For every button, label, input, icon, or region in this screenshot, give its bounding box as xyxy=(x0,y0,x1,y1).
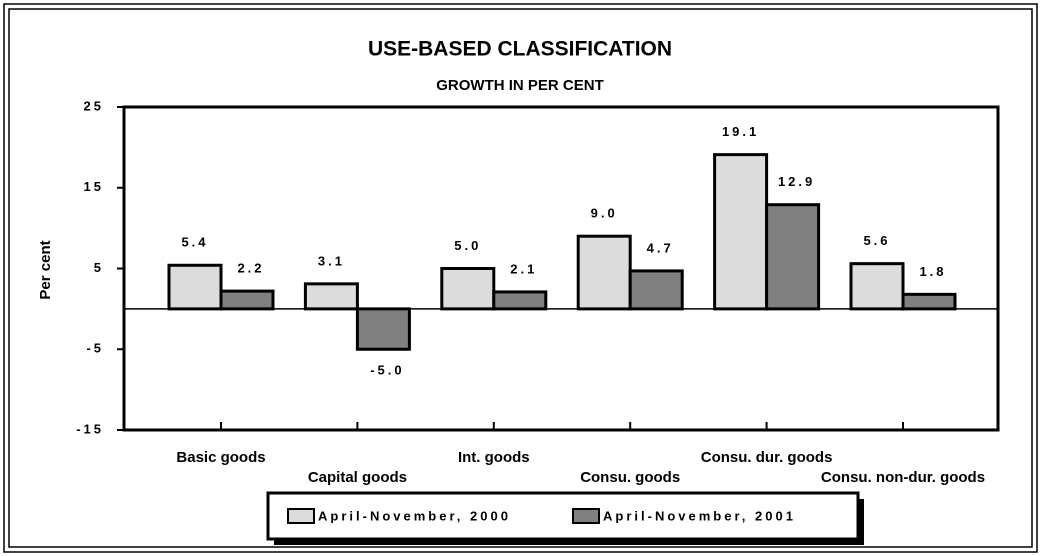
x-tick-label: Consu. goods xyxy=(580,469,680,486)
bar xyxy=(355,307,411,351)
y-tick-label: -15 xyxy=(76,421,104,436)
legend xyxy=(266,491,860,541)
outer-frame xyxy=(3,3,1038,553)
x-tick-label: Int. goods xyxy=(458,449,530,466)
x-tick-label: Capital goods xyxy=(308,469,407,486)
value-label: 9.0 xyxy=(591,206,618,221)
value-label: 4.7 xyxy=(647,240,674,255)
bar xyxy=(628,269,684,311)
bar xyxy=(713,153,769,311)
y-axis-label: Per cent xyxy=(37,240,54,299)
chart-subtitle: GROWTH IN PER CENT xyxy=(436,77,604,94)
chart-title: USE-BASED CLASSIFICATION xyxy=(368,38,672,61)
value-label: -5.0 xyxy=(370,363,404,378)
bar xyxy=(492,290,548,311)
x-tick-label: Basic goods xyxy=(176,449,265,466)
bar xyxy=(765,203,821,311)
legend-swatch xyxy=(287,508,315,524)
bar xyxy=(901,292,957,311)
value-label: 2.1 xyxy=(510,261,537,276)
bar xyxy=(440,267,496,311)
value-label: 2.2 xyxy=(237,261,264,276)
bar xyxy=(167,263,223,311)
y-tick-label: 5 xyxy=(94,260,104,275)
value-label: 1.8 xyxy=(919,264,946,279)
value-label: 5.6 xyxy=(863,233,890,248)
legend-label: April-November, 2001 xyxy=(603,508,796,523)
value-label: 5.4 xyxy=(181,235,208,250)
bar xyxy=(219,289,275,311)
bar xyxy=(849,262,905,311)
y-tick-label: -5 xyxy=(86,341,104,356)
value-label: 3.1 xyxy=(318,253,345,268)
value-label: 5.0 xyxy=(454,238,481,253)
x-tick-label: Consu. dur. goods xyxy=(701,449,833,466)
inner-frame xyxy=(8,8,1033,548)
x-tick-label: Consu. non-dur. goods xyxy=(821,469,985,486)
y-tick-label: 25 xyxy=(84,98,104,113)
bar xyxy=(576,234,632,311)
value-label: 19.1 xyxy=(722,124,759,139)
legend-swatch xyxy=(572,508,600,524)
value-label: 12.9 xyxy=(778,174,815,189)
legend-label: April-November, 2000 xyxy=(318,508,511,523)
y-tick-label: 15 xyxy=(84,179,104,194)
bar xyxy=(303,282,359,311)
